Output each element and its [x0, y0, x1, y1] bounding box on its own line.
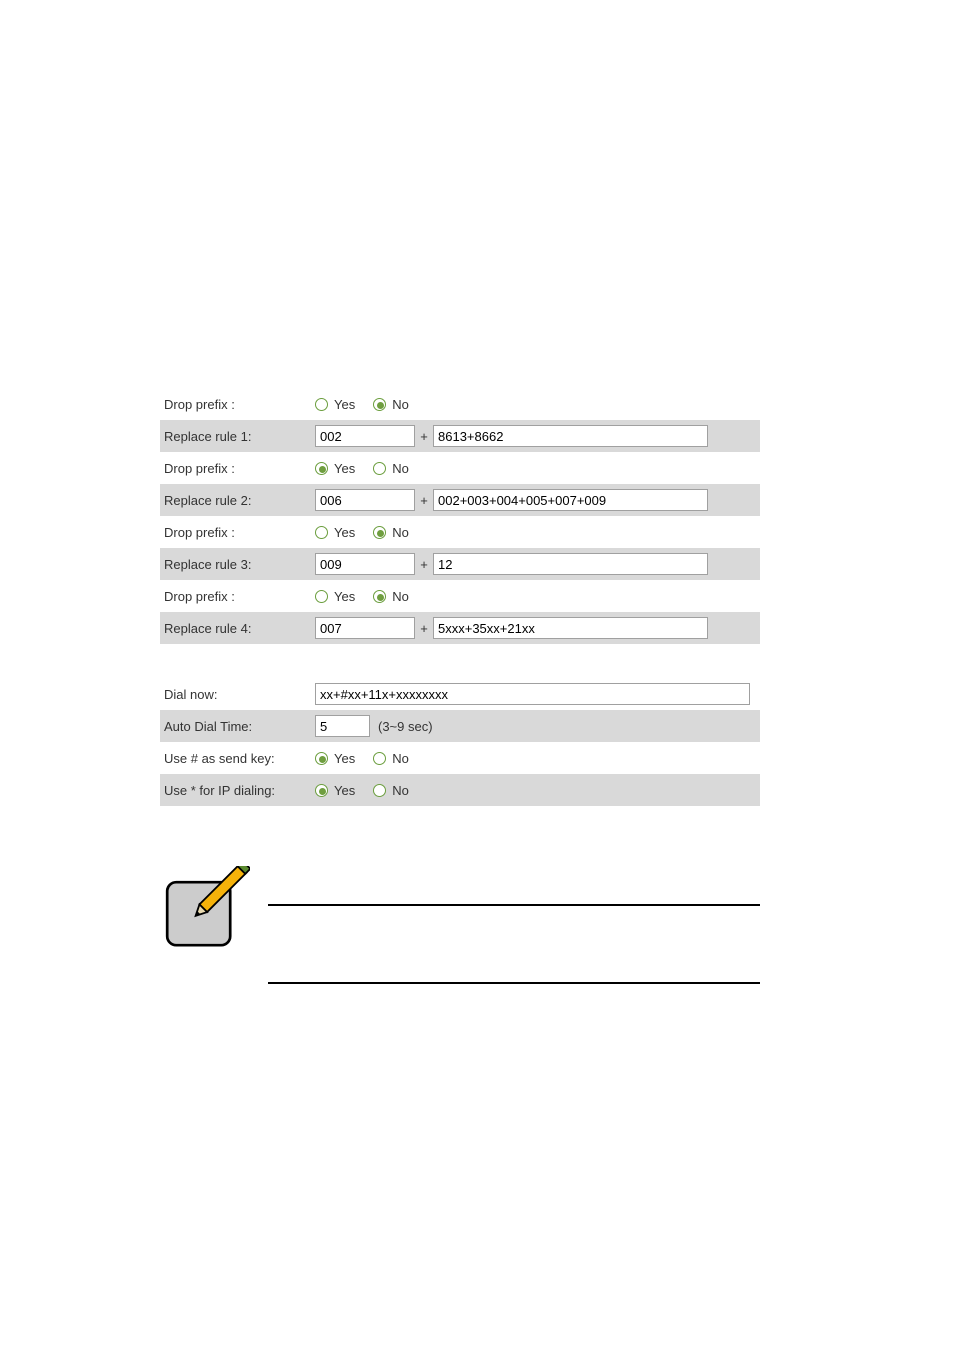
- replace-rule-1-pattern-input[interactable]: [433, 425, 708, 447]
- use-star-row: Use * for IP dialing: Yes No: [160, 774, 760, 806]
- use-star-radio-group: Yes No: [315, 783, 423, 798]
- drop-prefix-4-yes-radio[interactable]: [315, 590, 328, 603]
- drop-prefix-radio-group-1: Yes No: [315, 397, 423, 412]
- note-line-bottom: [268, 982, 760, 984]
- drop-prefix-label-1: Drop prefix :: [160, 397, 315, 412]
- drop-prefix-1-yes-radio[interactable]: [315, 398, 328, 411]
- drop-prefix-2-yes-radio[interactable]: [315, 462, 328, 475]
- drop-prefix-4-no-radio[interactable]: [373, 590, 386, 603]
- use-star-yes-label: Yes: [334, 783, 355, 798]
- drop-prefix-1-no-label: No: [392, 397, 409, 412]
- drop-prefix-label-2: Drop prefix :: [160, 461, 315, 476]
- drop-prefix-radio-group-4: Yes No: [315, 589, 423, 604]
- drop-prefix-2-yes-label: Yes: [334, 461, 355, 476]
- use-star-no-label: No: [392, 783, 409, 798]
- replace-rule-2-prefix-input[interactable]: [315, 489, 415, 511]
- replace-rule-2-label: Replace rule 2:: [160, 493, 315, 508]
- plus-label-4: +: [415, 621, 433, 636]
- drop-prefix-label-3: Drop prefix :: [160, 525, 315, 540]
- use-star-label: Use * for IP dialing:: [160, 783, 315, 798]
- drop-prefix-3-yes-label: Yes: [334, 525, 355, 540]
- replace-rule-3-label: Replace rule 3:: [160, 557, 315, 572]
- use-star-no-radio[interactable]: [373, 784, 386, 797]
- auto-dial-time-row: Auto Dial Time: (3~9 sec): [160, 710, 760, 742]
- drop-prefix-3-yes-radio[interactable]: [315, 526, 328, 539]
- drop-prefix-row-2: Drop prefix : Yes No: [160, 452, 760, 484]
- use-hash-no-radio[interactable]: [373, 752, 386, 765]
- auto-dial-time-hint: (3~9 sec): [370, 719, 433, 734]
- note-pencil-icon: [160, 866, 250, 956]
- replace-rule-2-pattern-input[interactable]: [433, 489, 708, 511]
- note-rule-lines: [268, 866, 760, 984]
- replace-rule-3-pattern-input[interactable]: [433, 553, 708, 575]
- replace-rule-1-prefix-input[interactable]: [315, 425, 415, 447]
- replace-rule-row-2: Replace rule 2: +: [160, 484, 760, 516]
- use-hash-radio-group: Yes No: [315, 751, 423, 766]
- section-spacer: [160, 644, 760, 678]
- replace-rule-4-label: Replace rule 4:: [160, 621, 315, 636]
- replace-rule-3-prefix-input[interactable]: [315, 553, 415, 575]
- use-hash-row: Use # as send key: Yes No: [160, 742, 760, 774]
- drop-prefix-row-4: Drop prefix : Yes No: [160, 580, 760, 612]
- replace-rule-row-4: Replace rule 4: +: [160, 612, 760, 644]
- use-hash-label: Use # as send key:: [160, 751, 315, 766]
- drop-prefix-label-4: Drop prefix :: [160, 589, 315, 604]
- dial-now-row: Dial now:: [160, 678, 760, 710]
- drop-prefix-1-no-radio[interactable]: [373, 398, 386, 411]
- auto-dial-time-input[interactable]: [315, 715, 370, 737]
- replace-rule-row-3: Replace rule 3: +: [160, 548, 760, 580]
- drop-prefix-row-3: Drop prefix : Yes No: [160, 516, 760, 548]
- drop-prefix-radio-group-2: Yes No: [315, 461, 423, 476]
- plus-label-3: +: [415, 557, 433, 572]
- drop-prefix-4-yes-label: Yes: [334, 589, 355, 604]
- note-area: [160, 866, 760, 984]
- replace-rule-row-1: Replace rule 1: +: [160, 420, 760, 452]
- drop-prefix-3-no-label: No: [392, 525, 409, 540]
- replace-rule-1-label: Replace rule 1:: [160, 429, 315, 444]
- replace-rule-4-prefix-input[interactable]: [315, 617, 415, 639]
- use-hash-no-label: No: [392, 751, 409, 766]
- dial-plan-form: Drop prefix : Yes No Replace rule 1: + D…: [160, 388, 760, 806]
- drop-prefix-2-no-label: No: [392, 461, 409, 476]
- drop-prefix-4-no-label: No: [392, 589, 409, 604]
- auto-dial-time-label: Auto Dial Time:: [160, 719, 315, 734]
- drop-prefix-3-no-radio[interactable]: [373, 526, 386, 539]
- drop-prefix-2-no-radio[interactable]: [373, 462, 386, 475]
- drop-prefix-1-yes-label: Yes: [334, 397, 355, 412]
- use-star-yes-radio[interactable]: [315, 784, 328, 797]
- dial-now-input[interactable]: [315, 683, 750, 705]
- plus-label-1: +: [415, 429, 433, 444]
- replace-rule-4-pattern-input[interactable]: [433, 617, 708, 639]
- use-hash-yes-label: Yes: [334, 751, 355, 766]
- plus-label-2: +: [415, 493, 433, 508]
- drop-prefix-row-1: Drop prefix : Yes No: [160, 388, 760, 420]
- dial-now-label: Dial now:: [160, 687, 315, 702]
- use-hash-yes-radio[interactable]: [315, 752, 328, 765]
- drop-prefix-radio-group-3: Yes No: [315, 525, 423, 540]
